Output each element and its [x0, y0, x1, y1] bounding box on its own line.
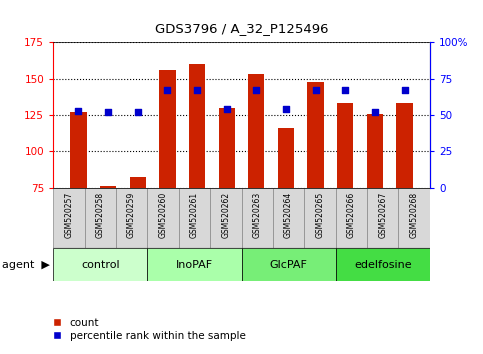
Bar — [273, 188, 304, 248]
Bar — [248, 74, 265, 188]
Bar — [100, 186, 116, 188]
Bar — [336, 188, 367, 248]
Point — [223, 107, 230, 112]
Bar — [129, 177, 146, 188]
Bar — [278, 128, 294, 188]
Text: GSM520268: GSM520268 — [410, 192, 419, 238]
Point — [253, 87, 260, 93]
Bar — [242, 188, 273, 248]
Text: GSM520257: GSM520257 — [64, 192, 73, 238]
Text: edelfosine: edelfosine — [354, 259, 412, 270]
Text: GSM520262: GSM520262 — [221, 192, 230, 238]
Text: GSM520264: GSM520264 — [284, 192, 293, 238]
Bar — [308, 82, 324, 188]
Bar — [179, 188, 210, 248]
Text: GSM520265: GSM520265 — [315, 192, 325, 238]
Text: control: control — [81, 259, 119, 270]
Text: GSM520258: GSM520258 — [96, 192, 105, 238]
Bar — [53, 188, 85, 248]
Point — [104, 109, 112, 115]
Text: GSM520261: GSM520261 — [190, 192, 199, 238]
Text: GlcPAF: GlcPAF — [270, 259, 308, 270]
Point — [164, 87, 171, 93]
Text: GSM520266: GSM520266 — [347, 192, 356, 238]
Text: GSM520259: GSM520259 — [127, 192, 136, 238]
Bar — [367, 188, 398, 248]
Text: agent  ▶: agent ▶ — [2, 259, 50, 270]
Point — [74, 108, 82, 114]
Point — [401, 87, 409, 93]
Bar — [337, 103, 354, 188]
Point — [282, 107, 290, 112]
Bar — [336, 248, 430, 281]
Bar — [210, 188, 242, 248]
Text: InoPAF: InoPAF — [176, 259, 213, 270]
Point — [134, 109, 142, 115]
Text: GSM520267: GSM520267 — [378, 192, 387, 238]
Bar — [218, 108, 235, 188]
Bar — [397, 103, 413, 188]
Bar — [85, 188, 116, 248]
Point — [312, 87, 319, 93]
Bar — [147, 248, 242, 281]
Bar — [53, 248, 147, 281]
Point — [341, 87, 349, 93]
Bar — [159, 70, 175, 188]
Bar — [367, 114, 383, 188]
Text: GSM520263: GSM520263 — [253, 192, 262, 238]
Point — [371, 109, 379, 115]
Point — [193, 87, 201, 93]
Bar — [147, 188, 179, 248]
Bar — [116, 188, 147, 248]
Bar — [189, 64, 205, 188]
Legend: count, percentile rank within the sample: count, percentile rank within the sample — [49, 314, 250, 345]
Bar — [242, 248, 336, 281]
Bar — [70, 112, 86, 188]
Text: GSM520260: GSM520260 — [158, 192, 168, 238]
Bar — [304, 188, 336, 248]
Bar — [398, 188, 430, 248]
Text: GDS3796 / A_32_P125496: GDS3796 / A_32_P125496 — [155, 22, 328, 35]
